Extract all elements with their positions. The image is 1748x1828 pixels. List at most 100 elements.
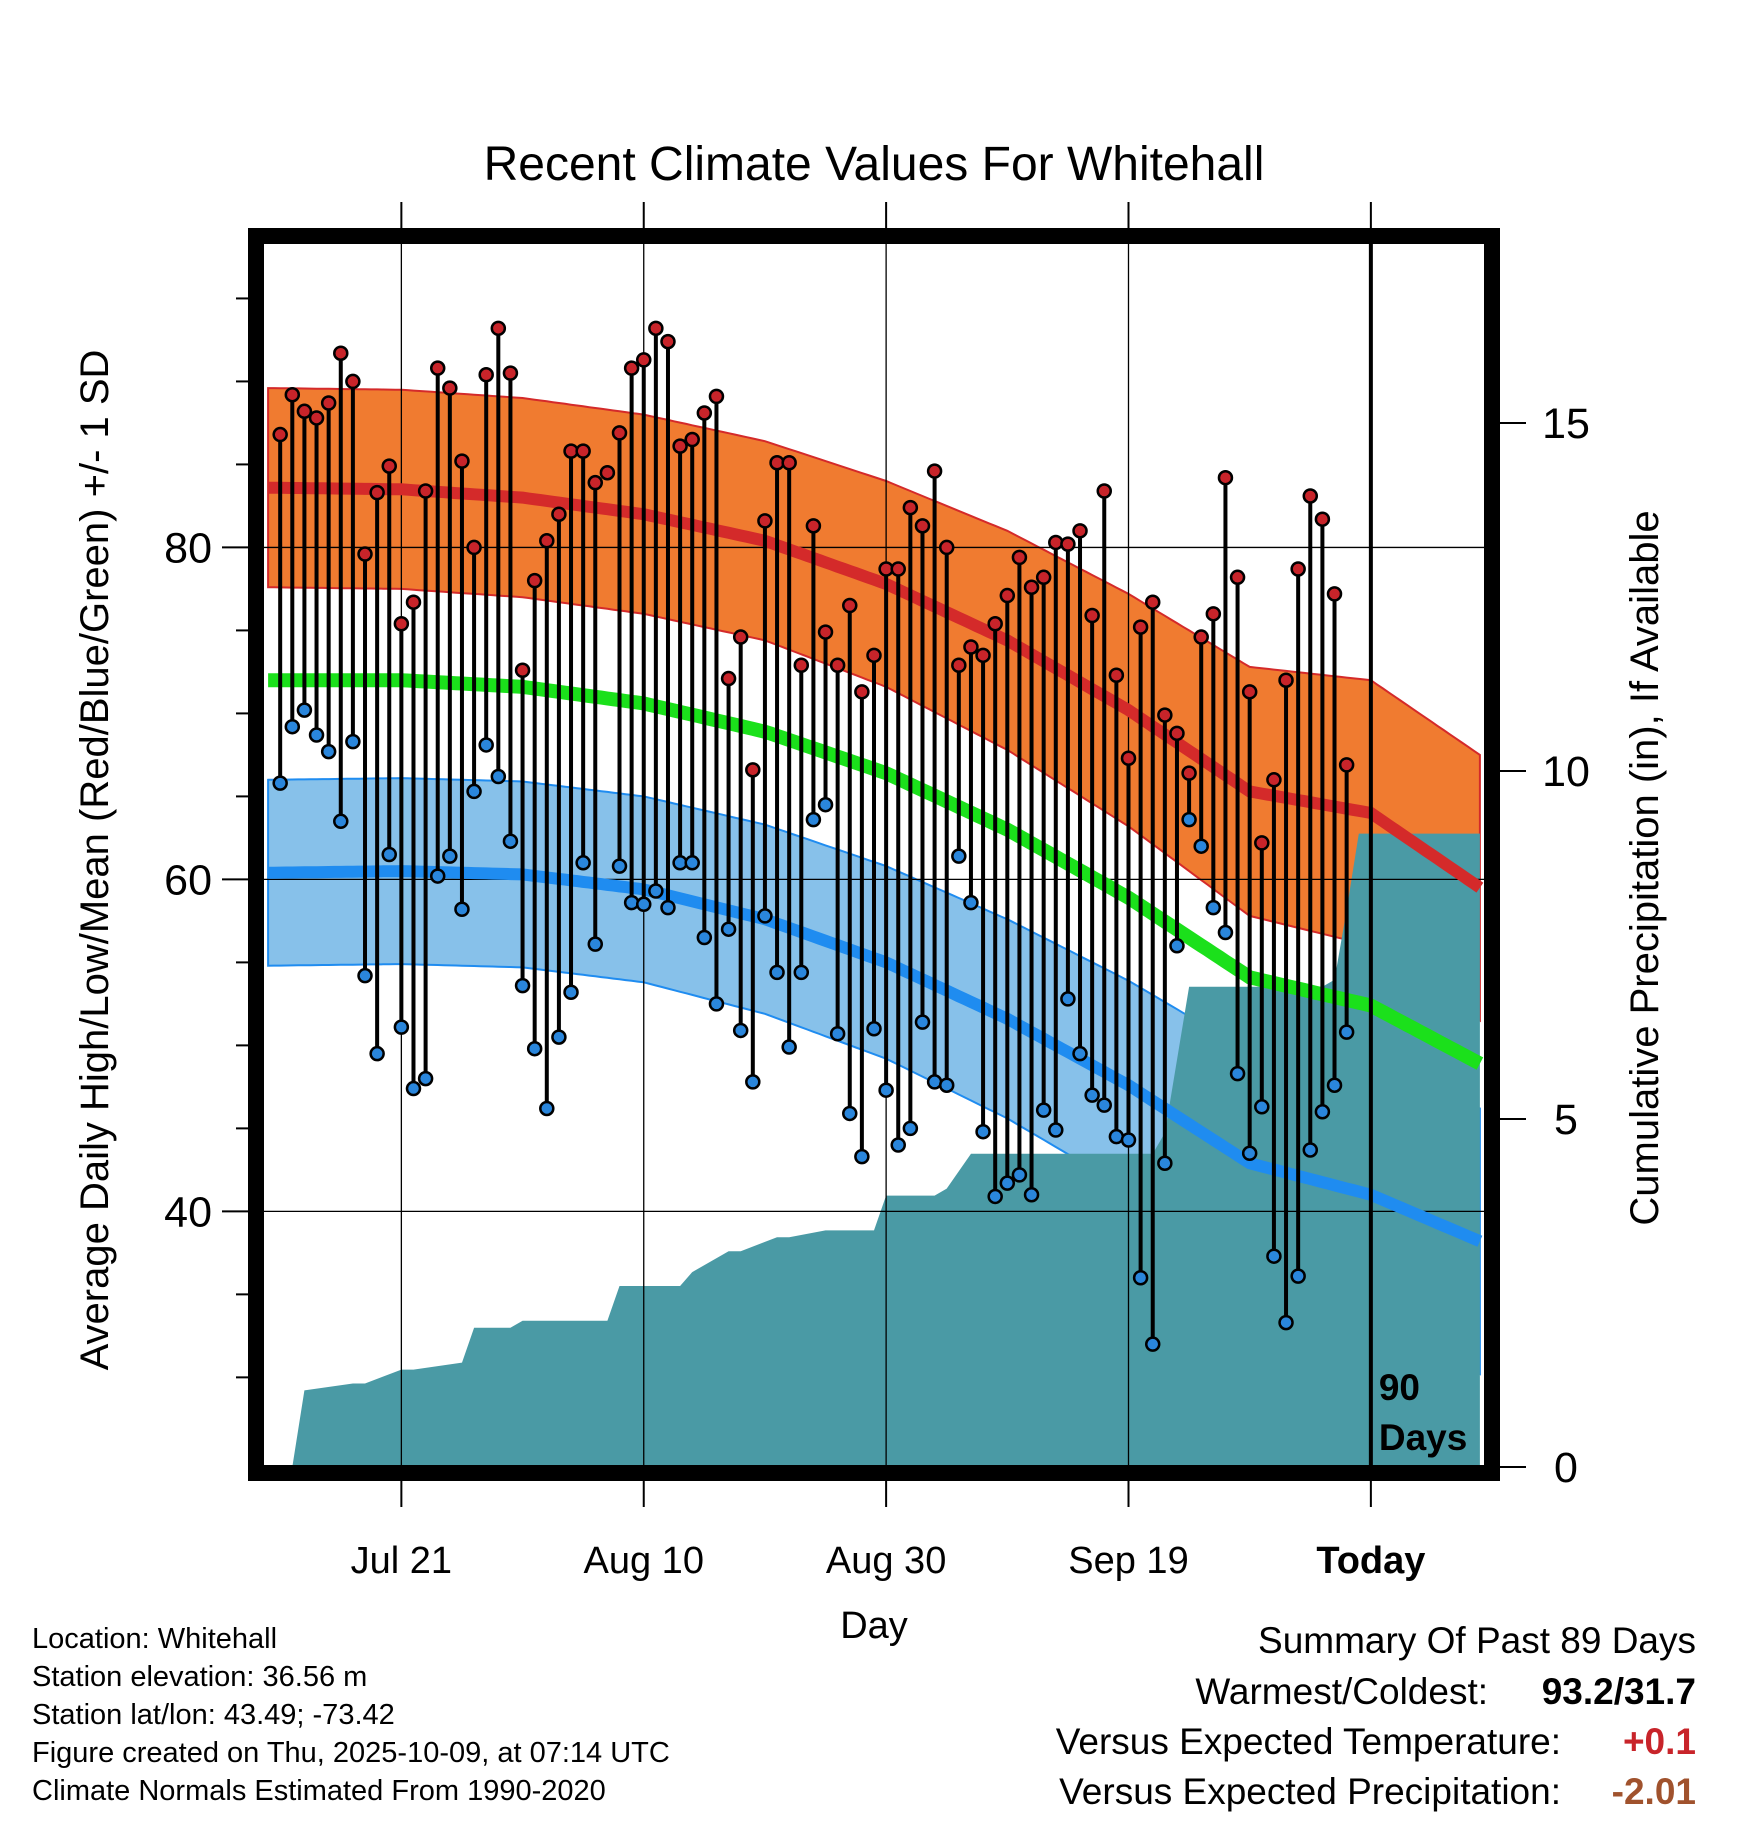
plot-frame [248, 228, 1500, 1481]
high-point [902, 499, 919, 516]
y-axis-label: Average Daily High/Low/Mean (Red/Blue/Gr… [73, 350, 117, 1371]
low-point [987, 1188, 1003, 1205]
low-point [381, 846, 397, 863]
low-point [635, 896, 652, 913]
low-point [1023, 1187, 1040, 1203]
high-point [732, 629, 749, 645]
high-point [1108, 667, 1125, 683]
low-point [1157, 1155, 1173, 1171]
high-point [926, 463, 943, 479]
high-point [951, 657, 967, 674]
high-point [405, 594, 422, 610]
high-point [1290, 561, 1306, 577]
latlon-text: Station lat/lon: 43.49; -73.42 [32, 1699, 395, 1731]
high-point [781, 455, 797, 471]
low-point [551, 1029, 567, 1045]
low-point [793, 964, 810, 981]
high-point [793, 657, 810, 674]
high-point [829, 657, 846, 674]
low-point [769, 964, 785, 981]
summary-temp: Versus Expected Temperature: +0.1 [1056, 1717, 1696, 1767]
high-point [1266, 772, 1282, 788]
low-point [345, 733, 361, 750]
low-point [975, 1123, 991, 1140]
station-info: Location: Whitehall Station elevation: 3… [32, 1620, 670, 1810]
low-point [842, 1105, 858, 1122]
chart-title: Recent Climate Values For Whitehall [484, 138, 1265, 191]
high-point [684, 431, 700, 448]
x-tick-label: Sep 19 [1068, 1540, 1188, 1582]
high-point [660, 333, 676, 350]
low-point [1072, 1045, 1088, 1062]
high-point [333, 345, 349, 361]
high-point [1229, 569, 1246, 586]
low-point [1181, 811, 1197, 828]
high-point [866, 647, 882, 664]
high-point [1338, 757, 1355, 773]
low-point [1011, 1167, 1028, 1183]
y-tick-label: 80 [164, 524, 212, 572]
low-point [696, 929, 713, 946]
high-point [1205, 606, 1222, 622]
high-point [1096, 483, 1113, 499]
low-point [1314, 1104, 1331, 1120]
x-axis-label: Day [840, 1605, 908, 1647]
low-point [1229, 1065, 1246, 1082]
normals-period-text: Climate Normals Estimated From 1990-2020 [32, 1775, 606, 1807]
low-point [1290, 1268, 1306, 1284]
high-point [1157, 707, 1173, 723]
low-point [320, 743, 337, 760]
precip-area [268, 833, 1480, 1467]
y2-tick-label: 10 [1542, 748, 1590, 796]
low-point [660, 899, 676, 916]
x-tick-label: Today [1316, 1540, 1425, 1582]
high-point [478, 367, 494, 383]
y2-tick-label: 15 [1542, 400, 1590, 448]
low-point [648, 883, 664, 899]
high-point [284, 386, 301, 403]
low-point [284, 718, 301, 735]
low-point [1169, 938, 1185, 954]
low-point [417, 1070, 434, 1087]
location-text: Location: Whitehall [32, 1623, 278, 1655]
high-point [369, 484, 385, 501]
high-point [551, 506, 567, 522]
low-point [1205, 899, 1222, 916]
high-point [417, 483, 434, 499]
low-point [563, 984, 579, 1001]
low-point [1035, 1102, 1052, 1118]
low-point [938, 1077, 955, 1093]
high-point [914, 518, 931, 534]
low-point [514, 977, 531, 994]
low-point [296, 702, 313, 718]
high-point [296, 403, 313, 420]
high-point [975, 647, 991, 664]
warmest-coldest-label: Warmest/Coldest: [1195, 1671, 1488, 1712]
low-point [442, 848, 458, 864]
low-point [526, 1040, 543, 1057]
low-point [1278, 1314, 1294, 1331]
today-days-label: 90 [1379, 1367, 1420, 1408]
low-point [333, 813, 349, 830]
high-point [720, 670, 737, 687]
warmest-coldest-value: 93.2/31.7 [1541, 1671, 1696, 1712]
observed-stems [278, 328, 1349, 1345]
low-point [429, 868, 446, 884]
low-point [999, 1175, 1016, 1191]
low-point [587, 936, 604, 952]
high-point [623, 360, 640, 376]
x-tick-label: Jul 21 [351, 1540, 452, 1582]
low-point [1326, 1077, 1343, 1093]
high-point [1193, 629, 1209, 645]
low-point [357, 967, 373, 984]
high-point [1132, 619, 1149, 635]
high-point [1241, 684, 1258, 700]
x-tick-label: Aug 10 [584, 1540, 704, 1582]
high-point [938, 539, 955, 556]
low-point [866, 1021, 882, 1037]
high-point [381, 458, 397, 474]
high-point [454, 453, 470, 469]
today-days-label: Days [1379, 1417, 1467, 1458]
summary-precip: Versus Expected Precipitation: -2.01 [1056, 1767, 1696, 1817]
high-point [1326, 586, 1343, 602]
